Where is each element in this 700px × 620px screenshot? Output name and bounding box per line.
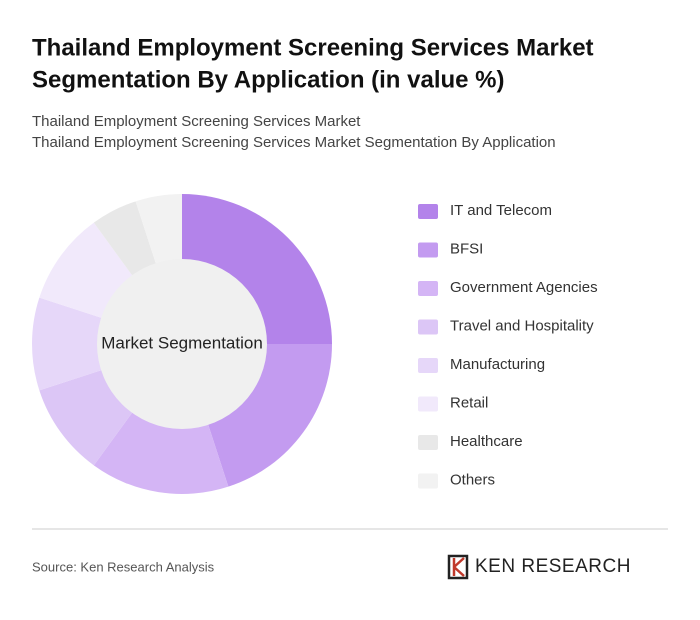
legend-label: Travel and Hospitality [450, 317, 594, 334]
logo-icon [447, 554, 469, 580]
legend-label: BFSI [450, 240, 483, 257]
legend-label: Healthcare [450, 433, 523, 450]
subtitle-line: Thailand Employment Screening Services M… [32, 134, 556, 151]
legend-swatch [418, 204, 438, 219]
legend-swatch [418, 358, 438, 373]
legend-label: IT and Telecom [450, 202, 552, 219]
legend-label: Others [450, 471, 495, 488]
legend-swatch [418, 473, 438, 489]
logo-text: KEN RESEARCH [475, 556, 631, 577]
legend-swatch [418, 281, 438, 296]
center-label: Market Segmentation [101, 333, 263, 352]
donut-hole [97, 259, 267, 429]
legend-label: Manufacturing [450, 356, 545, 373]
legend-label: Government Agencies [450, 279, 598, 296]
subtitle-line: Thailand Employment Screening Services M… [32, 113, 361, 130]
legend: IT and Telecom BFSI Government Agencies Tra… [418, 202, 598, 489]
legend-swatch [418, 396, 438, 412]
legend-swatch [418, 319, 438, 335]
legend-label: Retail [450, 394, 488, 411]
legend-swatch [418, 435, 438, 450]
title-line: Segmentation By Application (in value %) [32, 66, 505, 93]
title-line: Thailand Employment Screening Services M… [32, 34, 594, 61]
legend-swatch [418, 242, 438, 258]
source: Source: Ken Research Analysis [32, 559, 215, 574]
